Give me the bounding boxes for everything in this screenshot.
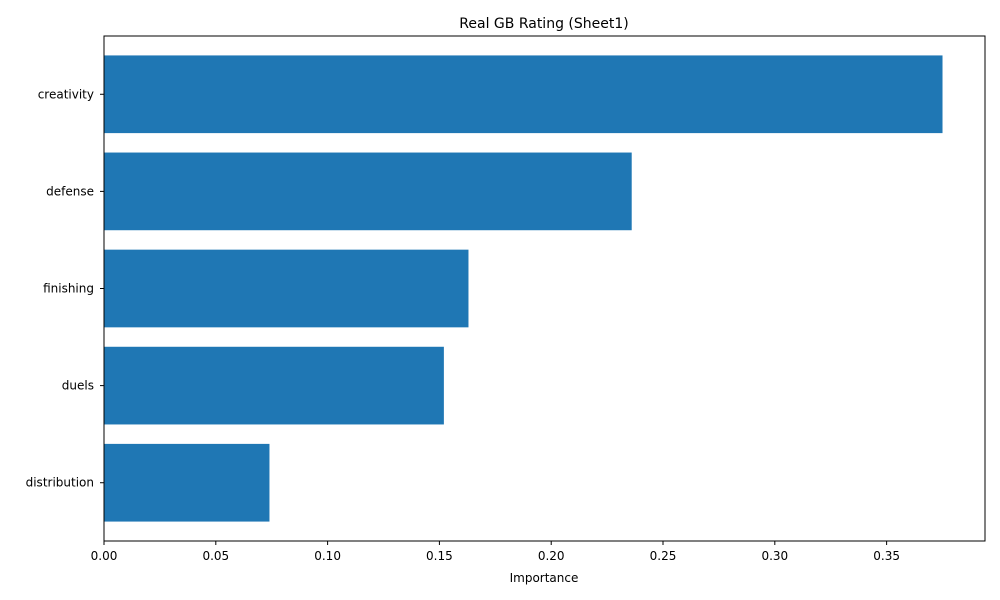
x-tick-label: 0.35	[873, 549, 900, 563]
bars-group	[104, 55, 943, 522]
x-tick-label: 0.00	[91, 549, 118, 563]
x-tick-label: 0.05	[202, 549, 229, 563]
y-axis-ticks: creativity defense finishing duels distribut…	[26, 87, 104, 490]
bar-distribution	[104, 443, 270, 522]
x-tick-label: 0.20	[538, 549, 565, 563]
y-tick-label: defense	[46, 184, 94, 198]
x-axis-title: Importance	[510, 571, 579, 585]
x-axis-ticks: 0.00 0.05 0.10 0.15 0.20 0.25 0.30 0.35	[91, 541, 900, 563]
y-tick-label: finishing	[43, 282, 94, 296]
x-tick-label: 0.25	[650, 549, 677, 563]
x-tick-label: 0.15	[426, 549, 453, 563]
bar-defense	[104, 152, 632, 231]
y-tick-label: creativity	[38, 87, 94, 101]
bar-finishing	[104, 249, 469, 328]
chart-title: Real GB Rating (Sheet1)	[459, 16, 628, 32]
bar-creativity	[104, 55, 943, 134]
x-tick-label: 0.30	[761, 549, 788, 563]
y-tick-label: distribution	[26, 476, 94, 490]
y-tick-label: duels	[62, 379, 94, 393]
bar-duels	[104, 346, 444, 425]
plot-frame	[103, 35, 986, 542]
x-tick-label: 0.10	[314, 549, 341, 563]
